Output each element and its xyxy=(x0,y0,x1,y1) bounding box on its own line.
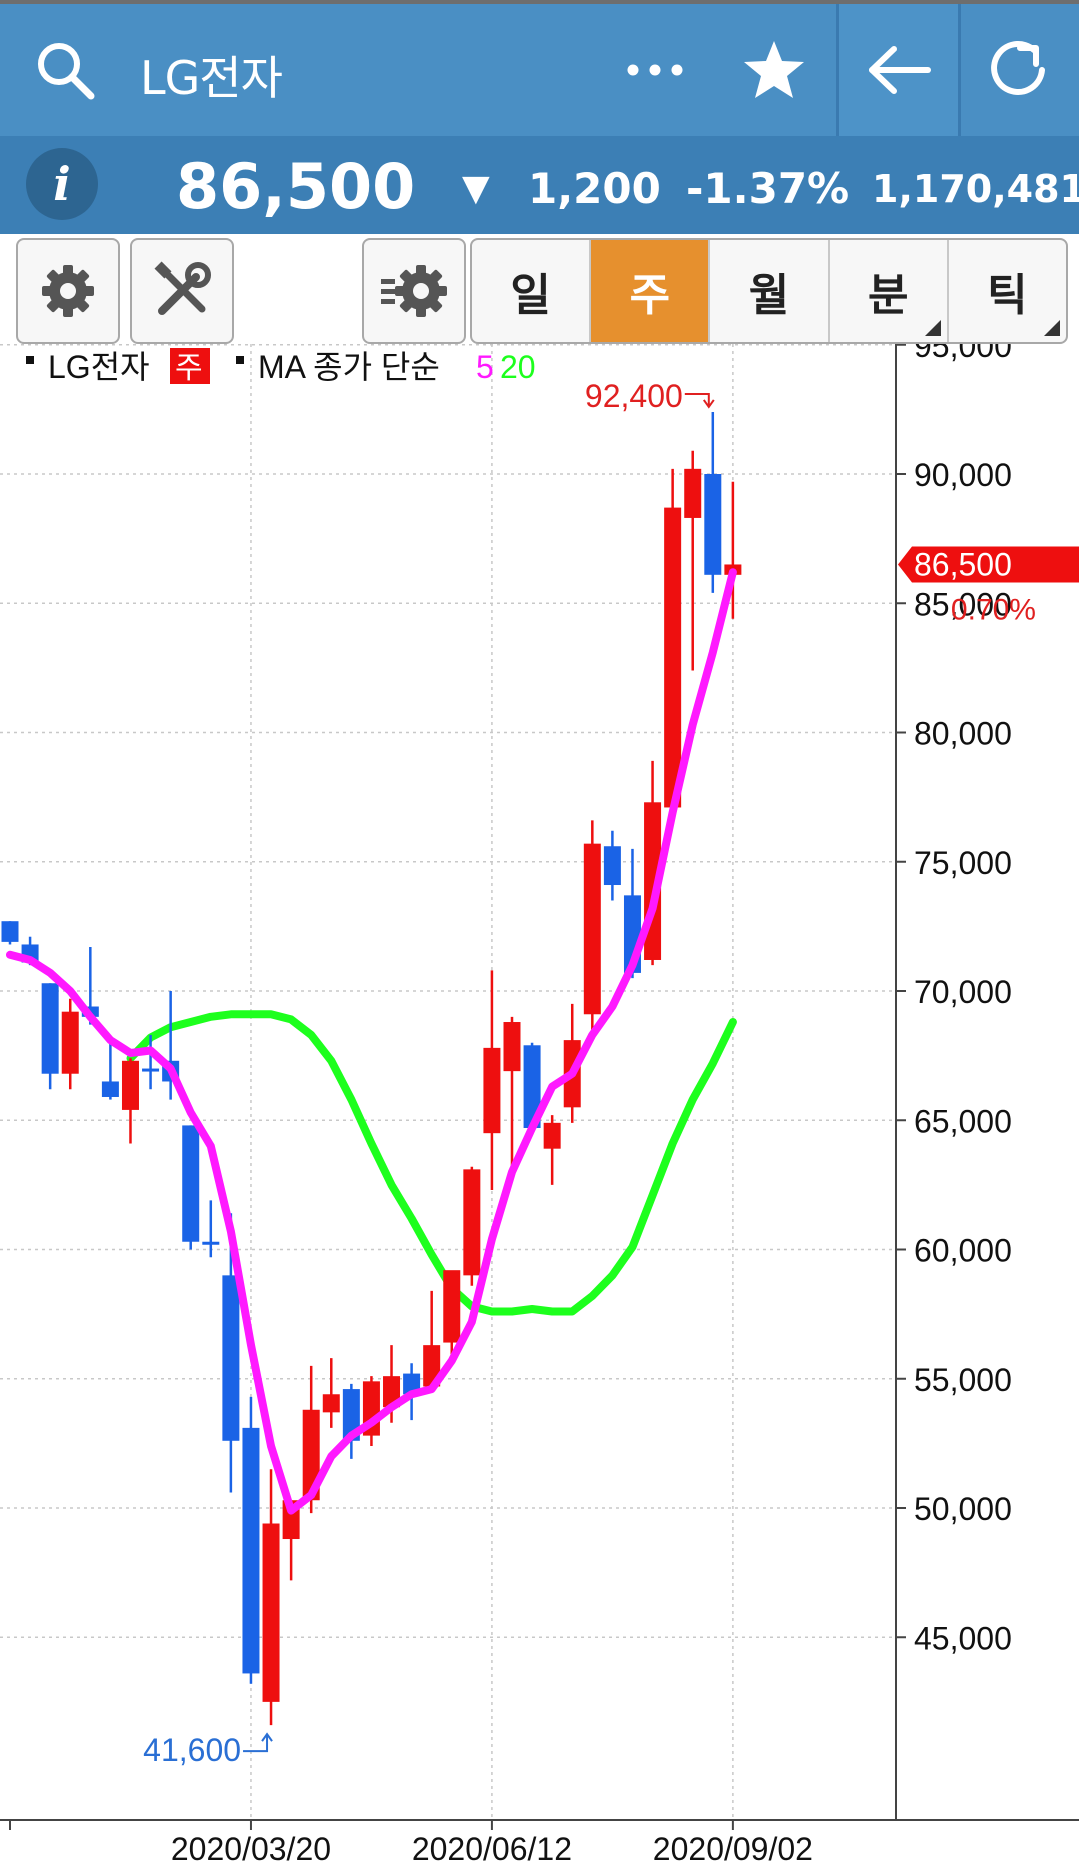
dropdown-corner-icon xyxy=(924,320,941,336)
candle-up[interactable] xyxy=(121,1060,139,1110)
y-tick-label: 70,000 xyxy=(914,974,1012,1010)
high-price-marker xyxy=(684,392,715,409)
candle-down[interactable] xyxy=(222,1275,240,1441)
current-change-percent: 0.70% xyxy=(951,593,1036,626)
period-tick[interactable]: 틱 xyxy=(946,240,1066,342)
candle-up[interactable] xyxy=(664,507,682,808)
legend-ma20: 20 xyxy=(500,349,536,385)
candle-up[interactable] xyxy=(322,1394,340,1413)
legend-bullet xyxy=(236,356,244,364)
y-tick-label: 85,000 xyxy=(914,586,1012,622)
trade-volume: 1,170,481 xyxy=(872,167,1079,211)
period-week-label: 주 xyxy=(629,270,671,321)
search-icon[interactable] xyxy=(20,4,110,136)
y-tick-label: 95,000 xyxy=(914,344,1012,364)
dropdown-corner-icon xyxy=(1044,320,1061,336)
y-tick-label: 60,000 xyxy=(914,1233,1012,1269)
period-tick-label: 틱 xyxy=(987,270,1028,321)
settings-button[interactable] xyxy=(16,238,120,344)
ma20-line xyxy=(126,1010,737,1316)
back-arrow-icon[interactable] xyxy=(839,4,958,136)
x-tick-label: 2020/03/20 xyxy=(171,1831,331,1866)
period-selector: 일 주 월 분 틱 xyxy=(470,238,1068,344)
candle-up[interactable] xyxy=(302,1409,320,1501)
legend-period-badge-bg xyxy=(170,348,210,384)
y-tick-label: 80,000 xyxy=(914,716,1012,752)
candle-down[interactable] xyxy=(704,474,722,575)
y-tick-label: 90,000 xyxy=(914,457,1012,493)
period-month[interactable]: 월 xyxy=(708,240,827,342)
period-day[interactable]: 일 xyxy=(472,240,589,342)
candlestick-chart[interactable]: 45,000 50,000 55,000 60,000 65,000 70,000 75,0… xyxy=(0,328,1079,1867)
settings-icon xyxy=(42,265,94,317)
candle-down[interactable] xyxy=(342,1389,360,1441)
candle-up[interactable] xyxy=(262,1523,280,1702)
candle-down[interactable] xyxy=(523,1045,541,1129)
candle-up[interactable] xyxy=(684,468,702,518)
candle-up[interactable] xyxy=(463,1169,481,1276)
legend-bullet xyxy=(26,356,34,364)
candle-up[interactable] xyxy=(383,1376,401,1408)
candle-down[interactable] xyxy=(202,1241,220,1245)
change-down-arrow: ▼ xyxy=(462,168,490,209)
candle-down[interactable] xyxy=(242,1427,260,1674)
price-change: 1,200 xyxy=(528,164,661,213)
candle-down[interactable] xyxy=(603,846,621,886)
legend-period-badge: 주 xyxy=(175,351,203,386)
high-price-label: 92,400 xyxy=(585,378,683,414)
indicator-settings-icon xyxy=(381,265,447,317)
low-price-marker xyxy=(243,1732,273,1753)
y-tick-label: 55,000 xyxy=(914,1362,1012,1398)
refresh-icon[interactable] xyxy=(961,4,1079,136)
y-tick-label: 75,000 xyxy=(914,845,1012,881)
chart-area[interactable]: 45,000 50,000 55,000 60,000 65,000 70,000 75,0… xyxy=(0,328,1079,1867)
candle-down[interactable] xyxy=(182,1125,200,1242)
legend-stock-name: LG전자 xyxy=(48,349,150,385)
candle-down[interactable] xyxy=(1,921,19,942)
tools-button[interactable] xyxy=(130,238,234,344)
candle-up[interactable] xyxy=(443,1270,461,1343)
period-minute-label: 분 xyxy=(867,270,909,321)
candle-down[interactable] xyxy=(101,1081,119,1097)
period-day-label: 일 xyxy=(510,270,551,321)
period-week[interactable]: 주 xyxy=(589,240,709,342)
candle-down[interactable] xyxy=(142,1068,160,1072)
quote-bar: i 86,500 ▼ 1,200 -1.37% 1,170,481 xyxy=(0,136,1079,234)
info-button[interactable]: i xyxy=(26,148,98,220)
y-tick-label: 50,000 xyxy=(914,1491,1012,1527)
legend-ma5: 5 xyxy=(476,349,494,385)
tools-icon xyxy=(154,261,211,315)
x-tick-label: 2020/09/02 xyxy=(653,1831,813,1866)
period-minute[interactable]: 분 xyxy=(827,240,947,342)
more-icon[interactable] xyxy=(610,4,700,136)
legend-ma-label: MA 종가 단순 xyxy=(258,349,440,385)
stock-title: LG전자 xyxy=(140,51,283,105)
candle-up[interactable] xyxy=(61,1011,79,1074)
indicator-settings-button[interactable] xyxy=(362,238,466,344)
candle-up[interactable] xyxy=(483,1047,501,1134)
change-percent: -1.37% xyxy=(686,164,850,213)
candle-down[interactable] xyxy=(41,983,59,1074)
current-price: 86,500 xyxy=(176,150,416,223)
low-price-label: 41,600 xyxy=(143,1732,241,1768)
y-tick-label: 45,000 xyxy=(914,1620,1012,1656)
candle-up[interactable] xyxy=(423,1345,441,1387)
period-month-label: 월 xyxy=(748,270,790,321)
ma5-line xyxy=(6,568,737,1515)
current-price-tag-label: 86,500 xyxy=(914,546,1012,582)
candle-up[interactable] xyxy=(583,843,601,1015)
candle-up[interactable] xyxy=(543,1122,561,1149)
candle-up[interactable] xyxy=(503,1022,521,1072)
top-bar: LG전자 xyxy=(0,0,1079,136)
x-tick-label: 2020/06/12 xyxy=(412,1831,572,1866)
chart-toolbar: 일 주 월 분 틱 xyxy=(0,234,1079,344)
current-price-tag xyxy=(898,546,1079,583)
y-tick-label: 65,000 xyxy=(914,1103,1012,1139)
star-icon[interactable] xyxy=(728,4,820,136)
